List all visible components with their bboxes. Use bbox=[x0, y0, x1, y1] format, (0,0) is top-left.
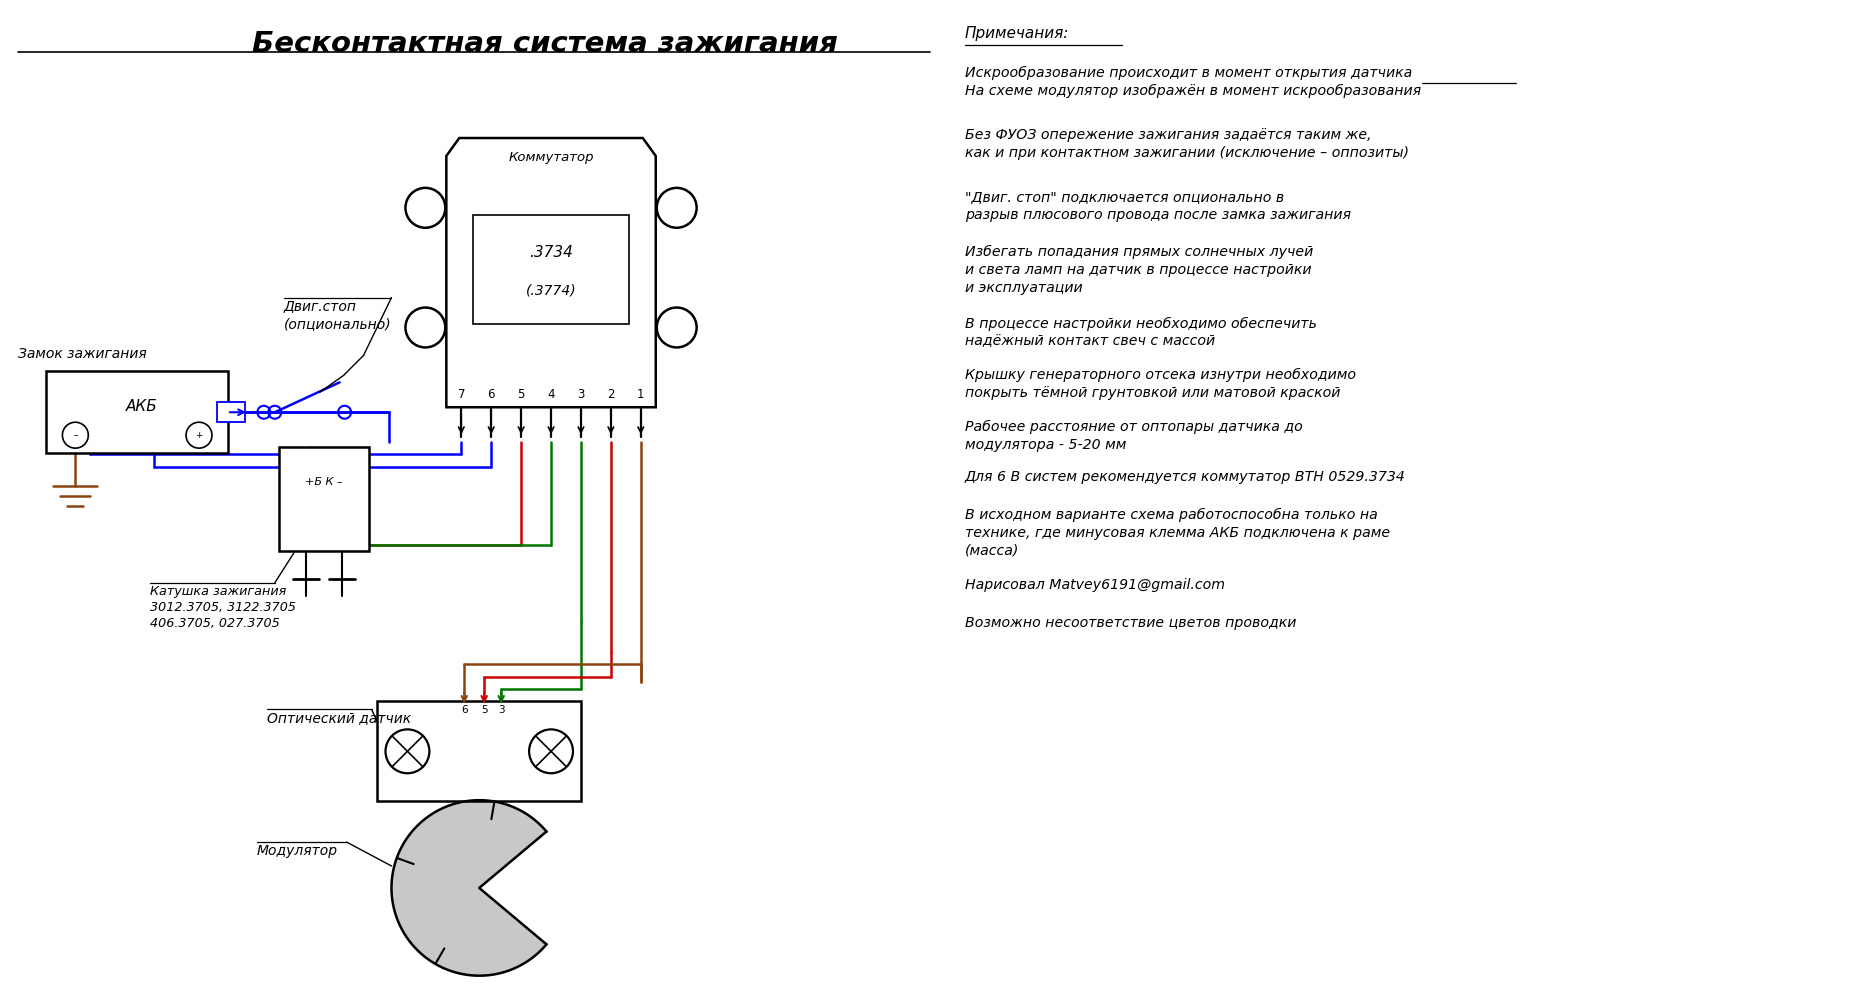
Text: .3734: .3734 bbox=[529, 245, 573, 260]
Text: Примечания:: Примечания: bbox=[965, 26, 1068, 41]
Bar bbox=[473, 214, 629, 324]
Text: В процессе настройки необходимо обеспечить
надёжный контакт свеч с массой: В процессе настройки необходимо обеспечи… bbox=[965, 316, 1317, 348]
Polygon shape bbox=[391, 801, 547, 976]
Text: 3: 3 bbox=[497, 706, 505, 715]
Text: Бесконтактная система зажигания: Бесконтактная система зажигания bbox=[252, 30, 838, 58]
Text: 3: 3 bbox=[577, 389, 584, 401]
Text: 6: 6 bbox=[488, 389, 495, 401]
Text: Избегать попадания прямых солнечных лучей
и света ламп на датчик в процессе наст: Избегать попадания прямых солнечных луче… bbox=[965, 245, 1313, 294]
Text: Замок зажигания: Замок зажигания bbox=[17, 347, 147, 362]
Bar bbox=[217, 402, 245, 422]
Bar bbox=[46, 372, 228, 453]
Text: Рабочее расстояние от оптопары датчика до
модулятора - 5-20 мм: Рабочее расстояние от оптопары датчика д… bbox=[965, 420, 1302, 452]
Text: Крышку генераторного отсека изнутри необходимо
покрыть тёмной грунтовкой или мат: Крышку генераторного отсека изнутри необ… bbox=[965, 369, 1356, 401]
Text: (.3774): (.3774) bbox=[525, 284, 577, 298]
Text: Двиг.стоп
(опционально): Двиг.стоп (опционально) bbox=[284, 299, 391, 331]
Text: 6: 6 bbox=[462, 706, 467, 715]
Text: Модулятор: Модулятор bbox=[256, 844, 338, 858]
Text: 5: 5 bbox=[480, 706, 488, 715]
Text: –: – bbox=[72, 431, 78, 440]
Text: Нарисовал Matvey6191@gmail.com: Нарисовал Matvey6191@gmail.com bbox=[965, 578, 1224, 592]
Text: Без ФУОЗ опережение зажигания задаётся таким же,
как и при контактном зажигании : Без ФУОЗ опережение зажигания задаётся т… bbox=[965, 128, 1410, 160]
Circle shape bbox=[186, 422, 211, 448]
Text: Возможно несоответствие цветов проводки: Возможно несоответствие цветов проводки bbox=[965, 615, 1297, 629]
Bar bbox=[377, 702, 581, 802]
Text: 5: 5 bbox=[518, 389, 525, 401]
Polygon shape bbox=[447, 138, 657, 407]
Circle shape bbox=[63, 422, 89, 448]
Text: Коммутатор: Коммутатор bbox=[508, 151, 594, 164]
Text: +Б К –: +Б К – bbox=[304, 477, 343, 487]
Text: Катушка зажигания
3012.3705, 3122.3705
406.3705, 027.3705: Катушка зажигания 3012.3705, 3122.3705 4… bbox=[150, 585, 297, 629]
Text: Искрообразование происходит в момент открытия датчика
На схеме модулятор изображ: Искрообразование происходит в момент отк… bbox=[965, 66, 1421, 99]
Text: "Двиг. стоп" подключается опционально в
разрыв плюсового провода после замка заж: "Двиг. стоп" подключается опционально в … bbox=[965, 190, 1350, 222]
Text: 7: 7 bbox=[458, 389, 466, 401]
Bar bbox=[278, 447, 369, 552]
Text: В исходном варианте схема работоспособна только на
технике, где минусовая клемма: В исходном варианте схема работоспособна… bbox=[965, 508, 1389, 558]
Text: Для 6 В систем рекомендуется коммутатор ВТН 0529.3734: Для 6 В систем рекомендуется коммутатор … bbox=[965, 470, 1406, 484]
Text: Оптический датчик: Оптический датчик bbox=[267, 711, 412, 725]
Text: +: + bbox=[195, 431, 202, 440]
Text: АКБ: АКБ bbox=[126, 399, 158, 414]
Text: 1: 1 bbox=[636, 389, 644, 401]
Text: 4: 4 bbox=[547, 389, 555, 401]
Text: 2: 2 bbox=[607, 389, 614, 401]
